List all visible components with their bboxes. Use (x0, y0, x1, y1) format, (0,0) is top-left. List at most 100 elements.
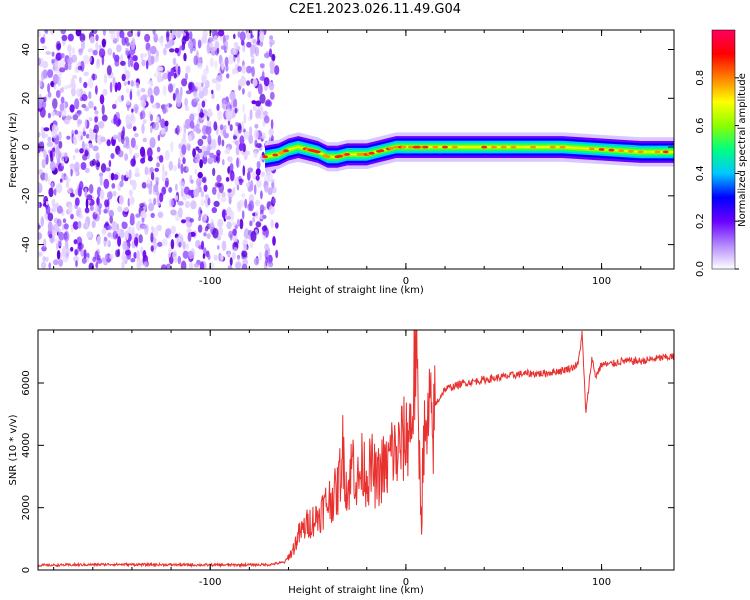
noise-speckle (88, 117, 93, 122)
noise-speckle (70, 213, 74, 220)
noise-speckle (247, 167, 254, 173)
noise-speckle (95, 262, 99, 269)
noise-speckle (157, 134, 161, 141)
noise-speckle (109, 81, 113, 93)
noise-speckle (51, 147, 55, 152)
colorbar-label: Normalized spectral amplitude (737, 73, 748, 227)
noise-speckle (164, 43, 170, 49)
noise-speckle (186, 243, 189, 250)
noise-speckle (60, 96, 65, 104)
noise-speckle (184, 200, 190, 209)
noise-speckle (115, 249, 120, 258)
noise-speckle (111, 183, 116, 189)
noise-speckle (63, 85, 69, 90)
y-tick-label: -20 (21, 188, 32, 204)
noise-speckle (67, 33, 74, 42)
noise-speckle (47, 221, 53, 232)
noise-speckle (141, 123, 145, 134)
noise-speckle (58, 259, 64, 267)
noise-speckle (185, 65, 191, 73)
noise-speckle (220, 45, 227, 50)
noise-speckle (38, 143, 41, 154)
noise-speckle (263, 52, 270, 59)
noise-speckle (209, 42, 214, 48)
noise-speckle (108, 160, 112, 168)
noise-speckle (60, 30, 67, 35)
noise-speckle (197, 39, 202, 49)
noise-speckle (172, 82, 176, 89)
noise-speckle (104, 237, 108, 242)
snr-frame (37, 329, 675, 571)
y-tick-label: 6000 (21, 370, 32, 395)
noise-speckle (212, 167, 216, 177)
noise-speckle (142, 250, 147, 259)
noise-speckle (70, 223, 74, 233)
noise-speckle (177, 255, 182, 265)
noise-speckle (228, 156, 233, 163)
noise-speckle (140, 210, 147, 220)
noise-speckle (265, 99, 271, 106)
noise-speckle (203, 184, 208, 192)
noise-speckle (88, 143, 94, 149)
noise-speckle (241, 193, 246, 198)
noise-speckle (162, 72, 169, 80)
noise-speckle (165, 177, 169, 187)
ridge-hotspot (283, 149, 289, 153)
noise-speckle (47, 69, 54, 78)
noise-speckle (73, 255, 80, 263)
noise-speckle (150, 45, 157, 55)
noise-speckle (90, 205, 94, 211)
noise-speckle (203, 232, 207, 237)
noise-speckle (251, 100, 257, 105)
noise-speckle (220, 254, 224, 261)
noise-speckle (237, 255, 240, 264)
noise-speckle (54, 60, 61, 71)
noise-speckle (156, 224, 162, 232)
noise-speckle (192, 148, 197, 158)
noise-speckle (84, 118, 88, 128)
noise-speckle (84, 207, 90, 214)
noise-speckle (269, 91, 275, 100)
noise-speckle (142, 150, 146, 161)
noise-speckle (105, 221, 109, 227)
noise-speckle (101, 38, 106, 48)
noise-speckle (209, 152, 215, 159)
noise-speckle (125, 142, 130, 149)
noise-speckle (92, 128, 97, 133)
noise-speckle (121, 221, 128, 230)
noise-speckle (174, 47, 180, 54)
noise-speckle (106, 225, 113, 230)
noise-speckle (61, 86, 65, 93)
noise-speckle (38, 57, 41, 66)
noise-speckle (232, 187, 236, 196)
noise-speckle (45, 30, 49, 35)
noise-speckle (190, 200, 197, 210)
noise-speckle (197, 224, 203, 233)
noise-speckle (197, 138, 204, 147)
noise-speckle (153, 184, 159, 193)
noise-speckle (208, 261, 215, 269)
noise-speckle (70, 168, 73, 177)
noise-speckle (268, 128, 274, 137)
noise-speckle (59, 102, 65, 112)
noise-speckle (221, 60, 225, 71)
x-tick-label: 100 (592, 577, 611, 588)
noise-speckle (156, 74, 163, 83)
noise-speckle (102, 227, 107, 234)
noise-speckle (150, 94, 155, 104)
noise-speckle (173, 72, 177, 79)
noise-speckle (46, 141, 54, 147)
noise-speckle (70, 193, 75, 198)
noise-speckle (97, 121, 105, 129)
noise-speckle (89, 184, 94, 194)
noise-speckle (53, 188, 57, 196)
noise-speckle (201, 177, 206, 183)
noise-speckle (243, 244, 248, 252)
noise-speckle (55, 90, 61, 98)
noise-speckle (252, 39, 257, 49)
ridge-hotspot (324, 155, 331, 159)
noise-speckle (207, 254, 211, 261)
noise-speckle (182, 250, 189, 259)
noise-speckle (247, 184, 253, 193)
noise-speckle (222, 158, 225, 166)
